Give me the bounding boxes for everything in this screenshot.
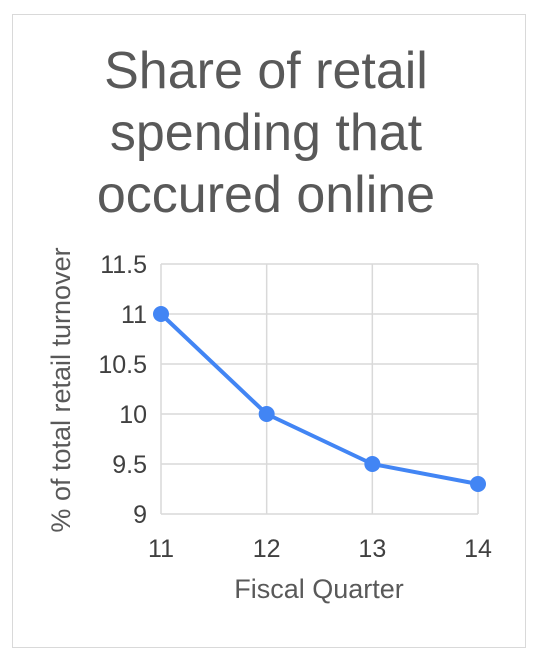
data-point xyxy=(153,306,169,322)
x-axis-label: Fiscal Quarter xyxy=(234,574,404,604)
series-line xyxy=(159,312,480,486)
x-tick-label: 12 xyxy=(253,535,281,563)
gridlines xyxy=(160,263,479,515)
y-axis-label: % of total retail turnover xyxy=(46,247,76,532)
y-tick-label: 9 xyxy=(133,501,147,529)
data-point xyxy=(258,406,275,422)
series xyxy=(153,306,486,492)
y-tick-label: 10.5 xyxy=(98,351,147,379)
chart-frame xyxy=(12,14,526,648)
chart-title: Share of retail spending that occured on… xyxy=(97,42,435,224)
y-tick-label: 10 xyxy=(119,401,147,429)
data-point xyxy=(364,456,381,472)
y-tick-label: 9.5 xyxy=(112,451,147,479)
chart-title-line: occured online xyxy=(97,166,435,224)
y-tick-label: 11.5 xyxy=(100,251,147,279)
y-axis-ticks: 9 9.5 10 10.5 11 11.5 xyxy=(98,251,147,529)
x-tick-label: 13 xyxy=(358,535,386,563)
data-point xyxy=(470,476,486,492)
chart-title-line: spending that xyxy=(110,104,423,162)
x-tick-label: 14 xyxy=(464,535,492,563)
chart-title-line: Share of retail xyxy=(104,42,428,100)
x-axis-ticks: 11 12 13 14 xyxy=(148,535,492,563)
y-tick-label: 11 xyxy=(121,301,147,329)
x-tick-label: 11 xyxy=(148,535,174,563)
